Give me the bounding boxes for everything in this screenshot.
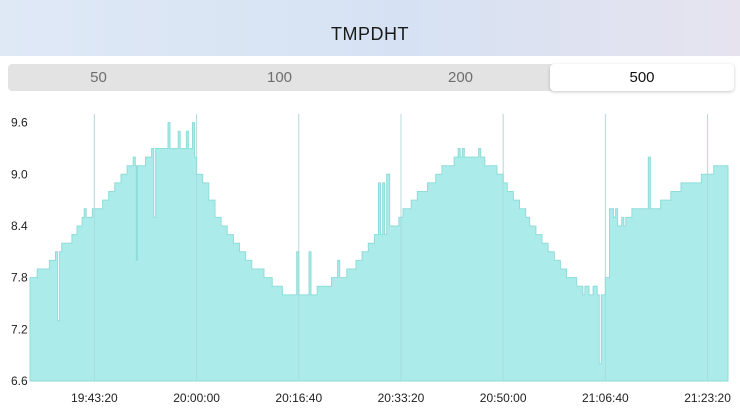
axis-layer: 6.6 7.2 7.8 8.4 9.0 9.6 19:43:20 20:00:00 20:16:… xyxy=(11,116,731,405)
x-tick-label: 20:50:00 xyxy=(480,391,527,405)
y-tick-label: 8.4 xyxy=(11,219,28,233)
y-tick-label: 9.0 xyxy=(11,167,28,181)
area-layer xyxy=(29,114,729,382)
x-tick-label: 20:16:40 xyxy=(275,391,322,405)
y-tick-label: 7.2 xyxy=(11,322,28,336)
page-title: TMPDHT xyxy=(331,24,409,44)
x-tick-label: 19:43:20 xyxy=(71,391,118,405)
range-option-100[interactable]: 100 xyxy=(266,69,293,86)
y-tick-label: 7.8 xyxy=(11,271,28,285)
temperature-area-series xyxy=(29,122,729,382)
range-option-500[interactable]: 500 xyxy=(550,64,734,91)
x-tick-label: 20:00:00 xyxy=(173,391,220,405)
range-option-50[interactable]: 50 xyxy=(90,69,107,86)
y-tick-label: 6.6 xyxy=(11,374,28,388)
y-tick-label: 9.6 xyxy=(11,116,28,130)
x-tick-label: 21:23:20 xyxy=(684,391,731,405)
x-tick-label: 20:33:20 xyxy=(378,391,425,405)
header-bar: TMPDHT xyxy=(0,0,740,56)
temperature-chart: 6.6 7.2 7.8 8.4 9.0 9.6 19:43:20 20:00:00 20:16:… xyxy=(11,114,731,405)
range-option-200[interactable]: 200 xyxy=(447,69,474,86)
x-tick-label: 21:06:40 xyxy=(582,391,629,405)
range-selector: 50 100 200 500 xyxy=(8,64,734,91)
